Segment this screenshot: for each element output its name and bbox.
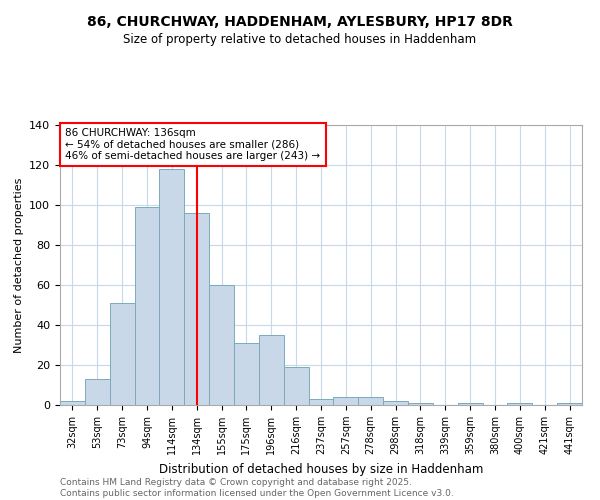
Bar xyxy=(358,397,383,405)
Bar xyxy=(184,213,209,405)
Bar xyxy=(259,335,284,405)
Text: Contains HM Land Registry data © Crown copyright and database right 2025.
Contai: Contains HM Land Registry data © Crown c… xyxy=(60,478,454,498)
Bar xyxy=(60,401,85,405)
Bar xyxy=(234,343,259,405)
Text: Size of property relative to detached houses in Haddenham: Size of property relative to detached ho… xyxy=(124,32,476,46)
Bar xyxy=(160,169,184,405)
Bar xyxy=(110,303,134,405)
Bar xyxy=(383,401,408,405)
Bar xyxy=(134,207,160,405)
X-axis label: Distribution of detached houses by size in Haddenham: Distribution of detached houses by size … xyxy=(159,462,483,475)
Text: 86, CHURCHWAY, HADDENHAM, AYLESBURY, HP17 8DR: 86, CHURCHWAY, HADDENHAM, AYLESBURY, HP1… xyxy=(87,15,513,29)
Bar xyxy=(334,397,358,405)
Bar xyxy=(308,399,334,405)
Bar xyxy=(458,403,482,405)
Bar xyxy=(508,403,532,405)
Bar xyxy=(557,403,582,405)
Bar xyxy=(284,367,308,405)
Y-axis label: Number of detached properties: Number of detached properties xyxy=(14,178,23,352)
Bar xyxy=(85,379,110,405)
Bar xyxy=(209,285,234,405)
Bar xyxy=(408,403,433,405)
Text: 86 CHURCHWAY: 136sqm
← 54% of detached houses are smaller (286)
46% of semi-deta: 86 CHURCHWAY: 136sqm ← 54% of detached h… xyxy=(65,128,320,161)
